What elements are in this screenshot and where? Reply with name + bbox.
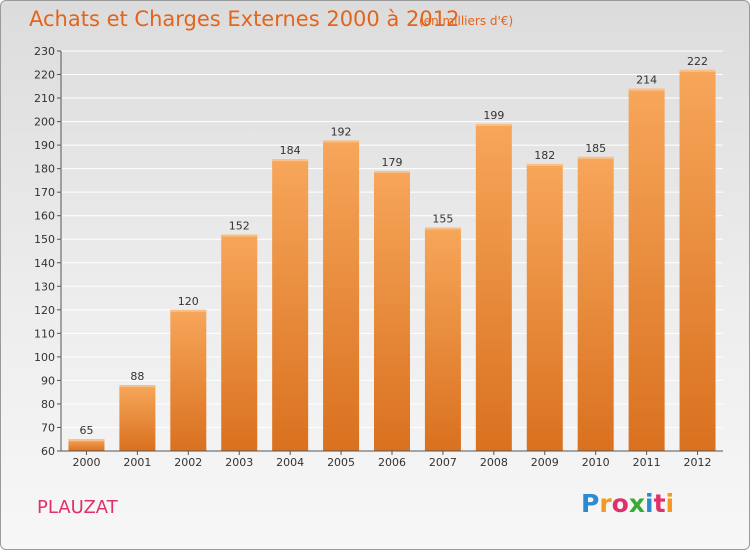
logo-letter: i [645, 489, 654, 518]
bar-top-highlight [475, 123, 512, 126]
y-tick-label: 190 [34, 139, 55, 152]
y-tick-label: 100 [34, 351, 55, 364]
logo-letter: t [653, 489, 666, 518]
y-tick-label: 130 [34, 280, 55, 293]
bar [475, 123, 512, 452]
bar-top-highlight [424, 227, 461, 230]
x-tick-label: 2001 [123, 456, 151, 469]
bar-top-highlight [577, 156, 614, 159]
bar [323, 140, 360, 452]
data-label: 192 [331, 125, 352, 138]
bar [374, 171, 410, 451]
data-label: 179 [382, 156, 403, 169]
bar [526, 163, 563, 452]
bar-top-highlight [170, 309, 207, 312]
bar [272, 159, 309, 451]
bar [679, 69, 716, 451]
logo-letter: r [599, 489, 612, 518]
y-tick-label: 220 [34, 69, 55, 82]
bar [170, 309, 207, 451]
data-label: 214 [636, 74, 657, 87]
data-label: 88 [130, 370, 144, 383]
bar-top-highlight [374, 171, 410, 173]
x-tick-label: 2006 [378, 456, 406, 469]
y-tick-label: 160 [34, 210, 55, 223]
bar-top-highlight [221, 234, 258, 237]
data-label: 155 [432, 212, 453, 225]
bar-top-highlight [119, 385, 156, 388]
chart-title: Achats et Charges Externes 2000 à 2012 [29, 7, 460, 31]
x-tick-label: 2004 [276, 456, 304, 469]
bar [68, 439, 105, 451]
y-tick-label: 140 [34, 257, 55, 270]
x-tick-label: 2000 [72, 456, 100, 469]
x-tick-label: 2005 [327, 456, 355, 469]
data-label: 65 [79, 424, 93, 437]
x-tick-label: 2003 [225, 456, 253, 469]
bar-top-highlight [68, 439, 105, 442]
data-label: 120 [178, 295, 199, 308]
x-tick-label: 2010 [582, 456, 610, 469]
y-tick-label: 180 [34, 163, 55, 176]
labels: 60 70 80 90 100 110 120 130 140 150 160 170 180 190 20… [34, 45, 712, 469]
bar-top-highlight [628, 88, 665, 91]
bar [424, 227, 461, 451]
bar [119, 385, 156, 451]
bar-top-highlight [323, 140, 360, 143]
bar-top-highlight [526, 163, 563, 166]
x-tick-label: 2008 [480, 456, 508, 469]
data-label: 152 [229, 220, 250, 233]
y-tick-label: 120 [34, 304, 55, 317]
logo-letter: o [611, 489, 629, 518]
y-tick-label: 110 [34, 327, 55, 340]
x-tick-label: 2007 [429, 456, 457, 469]
x-tick-label: 2002 [174, 456, 202, 469]
data-label: 199 [483, 109, 504, 122]
y-tick-label: 70 [41, 421, 55, 434]
y-tick-label: 170 [34, 186, 55, 199]
chart-subtitle: (en milliers d'€) [419, 14, 514, 28]
commune-name: PLAUZAT [37, 497, 118, 518]
bar [221, 234, 258, 451]
y-tick-label: 60 [41, 445, 55, 458]
proxiti-logo[interactable]: Proxiti [581, 489, 674, 518]
logo-letter: x [628, 489, 645, 518]
bar-top-highlight [679, 69, 716, 72]
y-tick-label: 210 [34, 92, 55, 105]
y-tick-label: 90 [41, 374, 55, 387]
y-tick-label: 150 [34, 233, 55, 246]
axes [57, 50, 723, 455]
x-tick-label: 2009 [531, 456, 559, 469]
bar [628, 88, 665, 451]
data-label: 184 [280, 144, 301, 157]
logo-letter: P [581, 489, 600, 518]
bar-top-highlight [272, 159, 309, 162]
x-tick-label: 2012 [684, 456, 712, 469]
y-tick-label: 80 [41, 398, 55, 411]
data-label: 182 [534, 149, 555, 162]
data-label: 222 [687, 55, 708, 68]
bars [68, 69, 716, 452]
bar [577, 156, 614, 451]
logo-letter: i [665, 489, 675, 518]
y-tick-label: 200 [34, 116, 55, 129]
data-label: 185 [585, 142, 606, 155]
x-tick-label: 2011 [633, 456, 661, 469]
y-tick-label: 230 [34, 45, 55, 58]
